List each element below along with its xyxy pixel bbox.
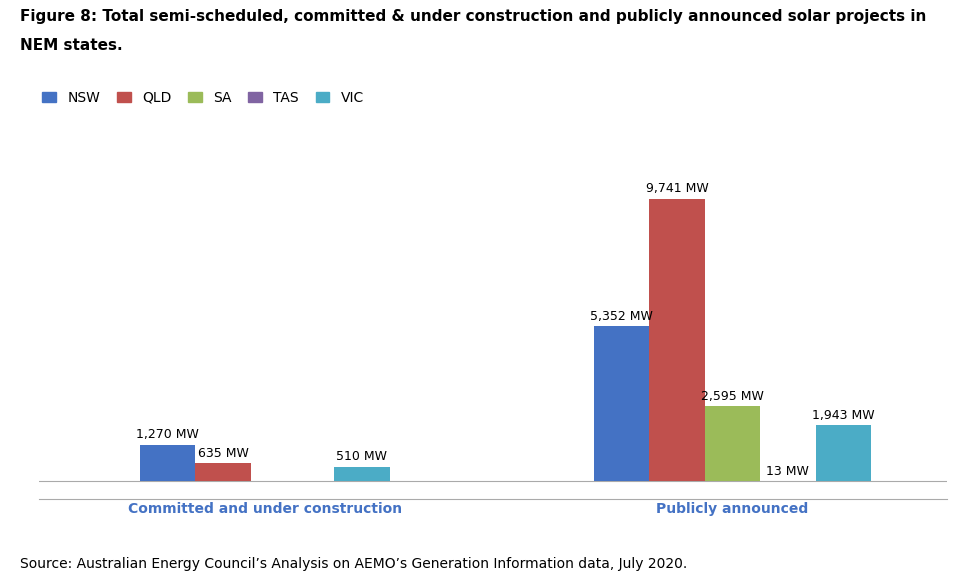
Bar (649, 199, 705, 481)
Text: 510 MW: 510 MW (337, 450, 387, 463)
Text: Publicly announced: Publicly announced (656, 502, 808, 516)
Text: 1,943 MW: 1,943 MW (812, 408, 874, 422)
Text: Committed and under construction: Committed and under construction (128, 502, 402, 516)
Text: 5,352 MW: 5,352 MW (590, 310, 653, 322)
Text: 1,270 MW: 1,270 MW (137, 428, 199, 441)
Text: 635 MW: 635 MW (198, 447, 249, 459)
Bar (705, 406, 760, 481)
Bar (593, 326, 649, 481)
Bar (140, 445, 195, 481)
Bar (195, 463, 251, 481)
Text: Source: Australian Energy Council’s Analysis on AEMO’s Generation Information da: Source: Australian Energy Council’s Anal… (20, 557, 687, 571)
Text: 2,595 MW: 2,595 MW (701, 390, 764, 403)
Bar (816, 425, 872, 481)
Text: 13 MW: 13 MW (766, 465, 809, 477)
Text: NEM states.: NEM states. (20, 38, 122, 53)
Bar (334, 466, 389, 481)
Text: Figure 8: Total semi-scheduled, committed & under construction and publicly anno: Figure 8: Total semi-scheduled, committe… (20, 9, 926, 24)
Legend: NSW, QLD, SA, TAS, VIC: NSW, QLD, SA, TAS, VIC (37, 85, 369, 110)
Text: 9,741 MW: 9,741 MW (645, 183, 709, 195)
